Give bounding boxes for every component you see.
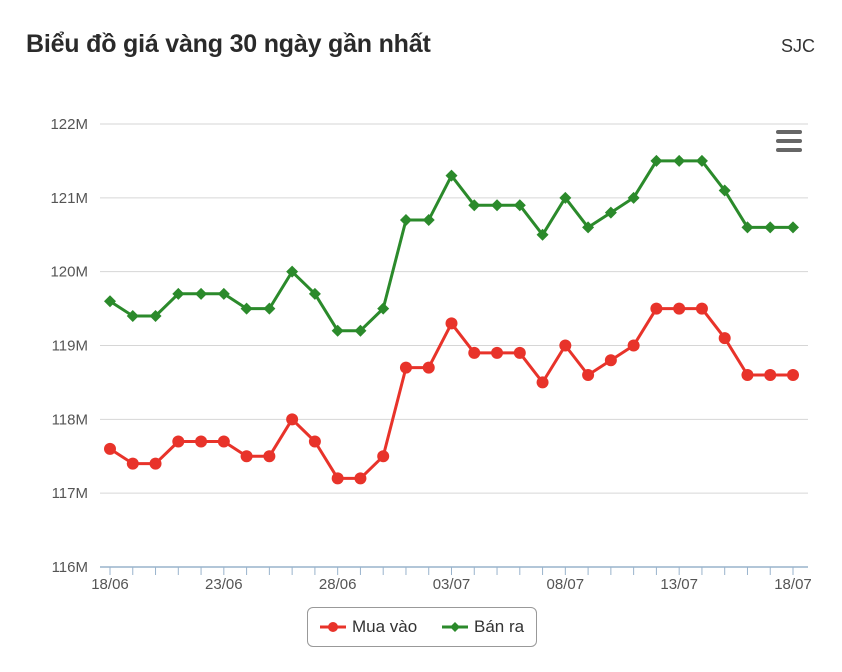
data-point[interactable]	[695, 154, 708, 167]
data-point[interactable]	[673, 154, 686, 167]
data-point[interactable]	[286, 413, 299, 426]
data-point[interactable]	[217, 287, 230, 300]
x-axis	[100, 566, 808, 575]
legend-item-ban-ra[interactable]: Bán ra	[442, 608, 524, 646]
y-tick-label: 118M	[52, 411, 88, 428]
data-point[interactable]	[741, 369, 754, 382]
data-point[interactable]	[445, 169, 458, 182]
chart-menu-button[interactable]	[772, 130, 806, 158]
y-tick-label: 120M	[50, 264, 88, 281]
brand-label: SJC	[781, 36, 816, 56]
data-point[interactable]	[445, 317, 458, 330]
data-point[interactable]	[627, 339, 640, 352]
data-point[interactable]	[399, 361, 412, 374]
data-point[interactable]	[377, 450, 390, 463]
y-tick-label: 116M	[52, 559, 88, 576]
price-chart: 116M 117M 118M 119M 120M 121M 122M 18/06 23/06 2…	[50, 116, 812, 593]
data-point[interactable]	[787, 369, 799, 382]
y-axis-labels: 116M 117M 118M 119M 120M 121M 122M	[50, 116, 88, 576]
data-point[interactable]	[650, 302, 663, 315]
menu-icon-bar	[776, 139, 802, 143]
data-point[interactable]	[399, 213, 412, 226]
x-tick-label: 18/07	[774, 576, 812, 593]
data-point[interactable]	[491, 199, 504, 212]
menu-icon-bar	[776, 148, 802, 152]
data-point[interactable]	[377, 302, 390, 315]
series-1	[104, 154, 799, 337]
series-0	[104, 302, 799, 485]
data-point[interactable]	[559, 191, 572, 204]
data-point[interactable]	[559, 339, 572, 352]
y-tick-label: 121M	[50, 190, 88, 207]
data-point[interactable]	[217, 435, 230, 448]
x-tick-label: 18/06	[91, 576, 129, 593]
data-point[interactable]	[468, 199, 481, 212]
chart-title: Biểu đồ giá vàng 30 ngày gần nhất	[26, 30, 431, 58]
data-point[interactable]	[536, 228, 549, 241]
x-tick-label: 13/07	[660, 576, 698, 593]
data-point[interactable]	[149, 457, 162, 470]
legend-item-mua-vao[interactable]: Mua vào	[320, 608, 417, 646]
data-point[interactable]	[604, 354, 617, 367]
series-line	[109, 159, 793, 333]
data-point[interactable]	[263, 450, 276, 463]
data-point[interactable]	[195, 435, 208, 448]
data-point[interactable]	[582, 221, 595, 234]
data-point[interactable]	[536, 376, 549, 389]
data-point[interactable]	[422, 361, 435, 374]
data-point[interactable]	[718, 184, 731, 197]
data-point[interactable]	[172, 287, 185, 300]
data-point[interactable]	[172, 435, 185, 448]
y-tick-label: 119M	[52, 338, 88, 355]
circle-marker-icon	[320, 622, 346, 632]
x-tick-label: 23/06	[205, 576, 243, 593]
data-point[interactable]	[195, 287, 208, 300]
data-point[interactable]	[764, 369, 777, 382]
data-point[interactable]	[354, 472, 367, 485]
data-point[interactable]	[422, 213, 435, 226]
data-point[interactable]	[491, 346, 504, 359]
data-point[interactable]	[695, 302, 708, 315]
data-point[interactable]	[240, 450, 253, 463]
data-point[interactable]	[468, 346, 481, 359]
x-tick-label: 03/07	[433, 576, 471, 593]
data-point[interactable]	[263, 302, 276, 315]
x-axis-labels: 18/06 23/06 28/06 03/07 08/07 13/07 18/07	[91, 576, 812, 593]
chart-legend: Mua vào Bán ra	[307, 607, 537, 647]
data-point[interactable]	[741, 221, 754, 234]
data-point[interactable]	[354, 324, 367, 337]
series-line	[109, 307, 793, 480]
legend-label: Mua vào	[352, 617, 418, 636]
menu-icon-bar	[776, 130, 802, 134]
data-point[interactable]	[673, 302, 686, 315]
data-point[interactable]	[149, 309, 162, 322]
data-point[interactable]	[513, 346, 526, 359]
y-tick-label: 117M	[52, 485, 88, 502]
data-point[interactable]	[764, 221, 777, 234]
diamond-marker-icon	[442, 622, 468, 632]
series-layer	[104, 154, 799, 485]
x-tick-label: 28/06	[319, 576, 357, 593]
legend-label: Bán ra	[474, 617, 525, 636]
data-point[interactable]	[650, 154, 663, 167]
data-point[interactable]	[104, 442, 116, 455]
data-point[interactable]	[104, 295, 116, 308]
x-tick-label: 08/07	[547, 576, 585, 593]
data-point[interactable]	[718, 332, 731, 345]
data-point[interactable]	[308, 287, 321, 300]
data-point[interactable]	[331, 472, 344, 485]
data-point[interactable]	[513, 199, 526, 212]
data-point[interactable]	[240, 302, 253, 315]
data-point[interactable]	[286, 265, 299, 278]
data-point[interactable]	[126, 309, 139, 322]
data-point[interactable]	[331, 324, 344, 337]
grid-lines	[100, 123, 808, 494]
data-point[interactable]	[126, 457, 139, 470]
data-point[interactable]	[787, 221, 799, 234]
data-point[interactable]	[627, 191, 640, 204]
y-tick-label: 122M	[50, 116, 88, 133]
data-point[interactable]	[604, 206, 617, 219]
data-point[interactable]	[582, 369, 595, 382]
data-point[interactable]	[308, 435, 321, 448]
